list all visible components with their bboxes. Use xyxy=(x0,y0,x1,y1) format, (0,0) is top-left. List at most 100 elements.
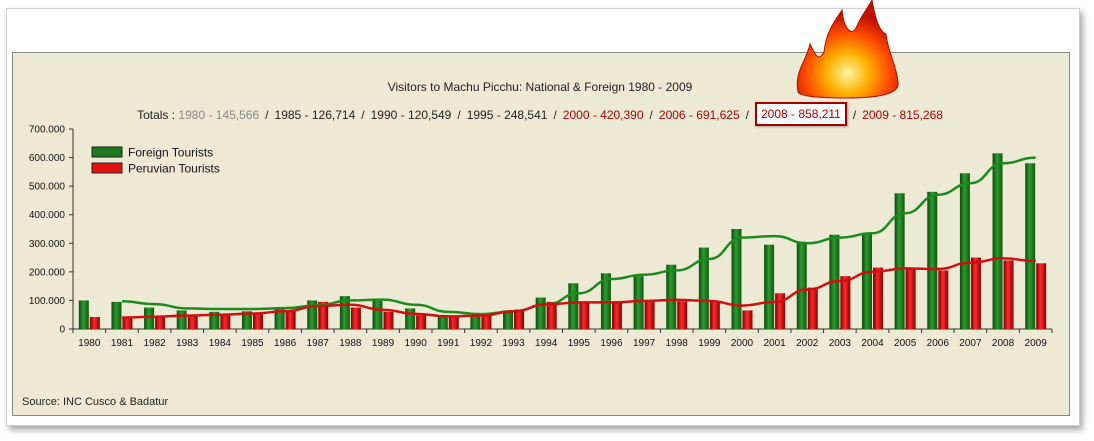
x-tick-label: 1987 xyxy=(307,338,330,349)
bar-foreign-tourists xyxy=(78,300,89,329)
bar-foreign-tourists xyxy=(437,316,448,329)
totals-item: 2006 - 691,625 xyxy=(658,108,740,122)
bar-foreign-tourists xyxy=(568,283,579,329)
x-tick-label: 2005 xyxy=(894,338,917,349)
x-tick-label: 2004 xyxy=(861,338,884,349)
bar-peruvian-tourists xyxy=(840,276,851,329)
bar-foreign-tourists xyxy=(535,297,546,329)
bar-peruvian-tourists xyxy=(611,302,622,329)
y-tick-label: 500.000 xyxy=(29,182,66,193)
x-tick-label: 1985 xyxy=(241,338,264,349)
bar-peruvian-tourists xyxy=(677,301,688,329)
x-tick-label: 2002 xyxy=(796,338,819,349)
x-tick-label: 1990 xyxy=(405,338,428,349)
y-tick-label: 400.000 xyxy=(29,210,66,221)
bar-foreign-tourists xyxy=(894,193,905,329)
totals-separator: / xyxy=(553,108,557,122)
x-tick-label: 2008 xyxy=(992,338,1015,349)
bar-peruvian-tourists xyxy=(546,301,557,329)
totals-item: 2009 - 815,268 xyxy=(862,108,943,122)
bar-foreign-tourists xyxy=(633,276,644,329)
x-tick-label: 1989 xyxy=(372,338,395,349)
chart-panel xyxy=(12,52,1070,416)
totals-separator: / xyxy=(457,108,461,122)
x-tick-label: 1999 xyxy=(698,338,721,349)
bar-peruvian-tourists xyxy=(579,301,590,329)
legend-label: Foreign Tourists xyxy=(128,146,213,160)
totals-separator: / xyxy=(649,108,653,122)
bar-foreign-tourists xyxy=(470,314,481,329)
bar-peruvian-tourists xyxy=(252,313,263,329)
bar-foreign-tourists xyxy=(862,233,873,329)
bar-peruvian-tourists xyxy=(383,311,394,329)
bar-peruvian-tourists xyxy=(187,314,198,329)
x-tick-label: 2001 xyxy=(763,338,786,349)
totals-separator: / xyxy=(852,108,857,122)
totals-separator: / xyxy=(265,108,269,122)
bar-peruvian-tourists xyxy=(155,316,166,329)
totals-line: Totals : 1980 - 145,566 / 1985 - 126,714 / 1… xyxy=(0,102,1080,127)
y-tick-label: 700.000 xyxy=(29,125,66,136)
y-tick-label: 100.000 xyxy=(29,296,66,307)
y-tick-label: 300.000 xyxy=(29,239,66,250)
bar-peruvian-tourists xyxy=(350,307,361,329)
totals-separator: / xyxy=(361,108,365,122)
x-tick-label: 1996 xyxy=(600,338,623,349)
bar-foreign-tourists xyxy=(339,296,350,329)
legend-swatch-foreign xyxy=(91,146,123,158)
bar-foreign-tourists xyxy=(405,308,416,329)
bar-peruvian-tourists xyxy=(775,293,786,329)
bar-peruvian-tourists xyxy=(416,315,427,329)
x-tick-label: 2006 xyxy=(927,338,950,349)
totals-item: 2008 - 858,211 xyxy=(754,102,847,126)
bar-foreign-tourists xyxy=(959,173,970,329)
bar-peruvian-tourists xyxy=(938,270,949,329)
bar-foreign-tourists xyxy=(503,310,514,329)
x-tick-label: 1998 xyxy=(666,338,689,349)
bar-peruvian-tourists xyxy=(905,269,916,329)
bar-foreign-tourists xyxy=(796,241,807,329)
bar-foreign-tourists xyxy=(927,191,938,329)
bar-peruvian-tourists xyxy=(514,309,525,329)
x-tick-label: 1986 xyxy=(274,338,297,349)
bar-foreign-tourists xyxy=(176,310,187,329)
bar-peruvian-tourists xyxy=(318,301,329,329)
x-tick-label: 2000 xyxy=(731,338,754,349)
bar-peruvian-tourists xyxy=(122,317,133,329)
x-tick-label: 1992 xyxy=(470,338,493,349)
bar-peruvian-tourists xyxy=(873,267,884,329)
bar-peruvian-tourists xyxy=(285,310,296,329)
bar-peruvian-tourists xyxy=(742,310,753,329)
flame-icon xyxy=(796,0,899,99)
x-tick-label: 1994 xyxy=(535,338,558,349)
x-tick-label: 1983 xyxy=(176,338,199,349)
bar-foreign-tourists xyxy=(731,229,742,329)
bar-foreign-tourists xyxy=(992,153,1003,329)
bar-peruvian-tourists xyxy=(709,301,720,329)
totals-item: 1990 - 120,549 xyxy=(370,108,452,122)
totals-item: 2000 - 420,390 xyxy=(562,108,644,122)
totals-item: 1995 - 248,541 xyxy=(466,108,548,122)
x-tick-label: 2007 xyxy=(959,338,982,349)
bar-foreign-tourists xyxy=(372,301,383,329)
chart-title: Visitors to Machu Picchu: National & For… xyxy=(387,80,693,94)
bar-peruvian-tourists xyxy=(1003,260,1014,329)
bar-foreign-tourists xyxy=(144,307,155,329)
x-tick-label: 1980 xyxy=(78,338,101,349)
bar-foreign-tourists xyxy=(274,307,285,329)
trend-line-peruvian xyxy=(121,257,1036,319)
bar-peruvian-tourists xyxy=(970,257,981,329)
x-tick-label: 1995 xyxy=(568,338,591,349)
bar-peruvian-tourists xyxy=(807,287,818,329)
bar-foreign-tourists xyxy=(1025,163,1036,329)
y-tick-label: 0 xyxy=(59,325,65,336)
bar-foreign-tourists xyxy=(241,311,252,329)
bar-foreign-tourists xyxy=(209,311,220,329)
x-tick-label: 1997 xyxy=(633,338,656,349)
bar-peruvian-tourists xyxy=(448,317,459,329)
totals-label: Totals : xyxy=(137,108,179,122)
y-tick-label: 200.000 xyxy=(29,267,66,278)
bar-peruvian-tourists xyxy=(220,314,231,329)
totals-item: 1980 - 145,566 xyxy=(178,108,260,122)
